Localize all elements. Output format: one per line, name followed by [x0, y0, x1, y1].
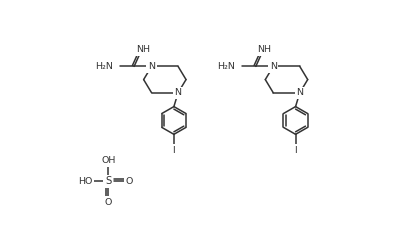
- Text: S: S: [105, 176, 111, 186]
- Text: O: O: [105, 198, 112, 206]
- Text: N: N: [148, 62, 155, 71]
- Text: N: N: [174, 88, 182, 97]
- Text: NH: NH: [257, 45, 271, 54]
- Text: N: N: [296, 88, 303, 97]
- Text: H₂N: H₂N: [95, 62, 113, 71]
- Text: O: O: [126, 177, 133, 186]
- Text: I: I: [294, 146, 297, 155]
- Text: H₂N: H₂N: [217, 62, 235, 71]
- Text: OH: OH: [101, 156, 115, 165]
- Text: N: N: [270, 62, 277, 71]
- Text: NH: NH: [136, 45, 150, 54]
- Text: I: I: [172, 146, 175, 155]
- Text: HO: HO: [78, 177, 92, 186]
